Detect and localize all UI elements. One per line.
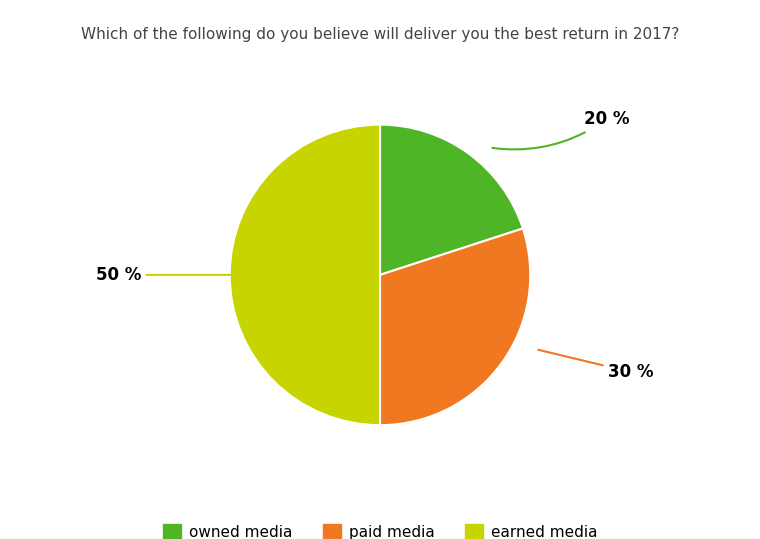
Wedge shape [380, 125, 523, 275]
Legend: owned media, paid media, earned media: owned media, paid media, earned media [157, 517, 603, 539]
Text: 20 %: 20 % [492, 110, 629, 149]
Text: 50 %: 50 % [96, 266, 233, 284]
Text: 30 %: 30 % [538, 350, 654, 381]
Text: Which of the following do you believe will deliver you the best return in 2017?: Which of the following do you believe wi… [81, 27, 679, 42]
Wedge shape [230, 125, 380, 425]
Wedge shape [380, 229, 530, 425]
